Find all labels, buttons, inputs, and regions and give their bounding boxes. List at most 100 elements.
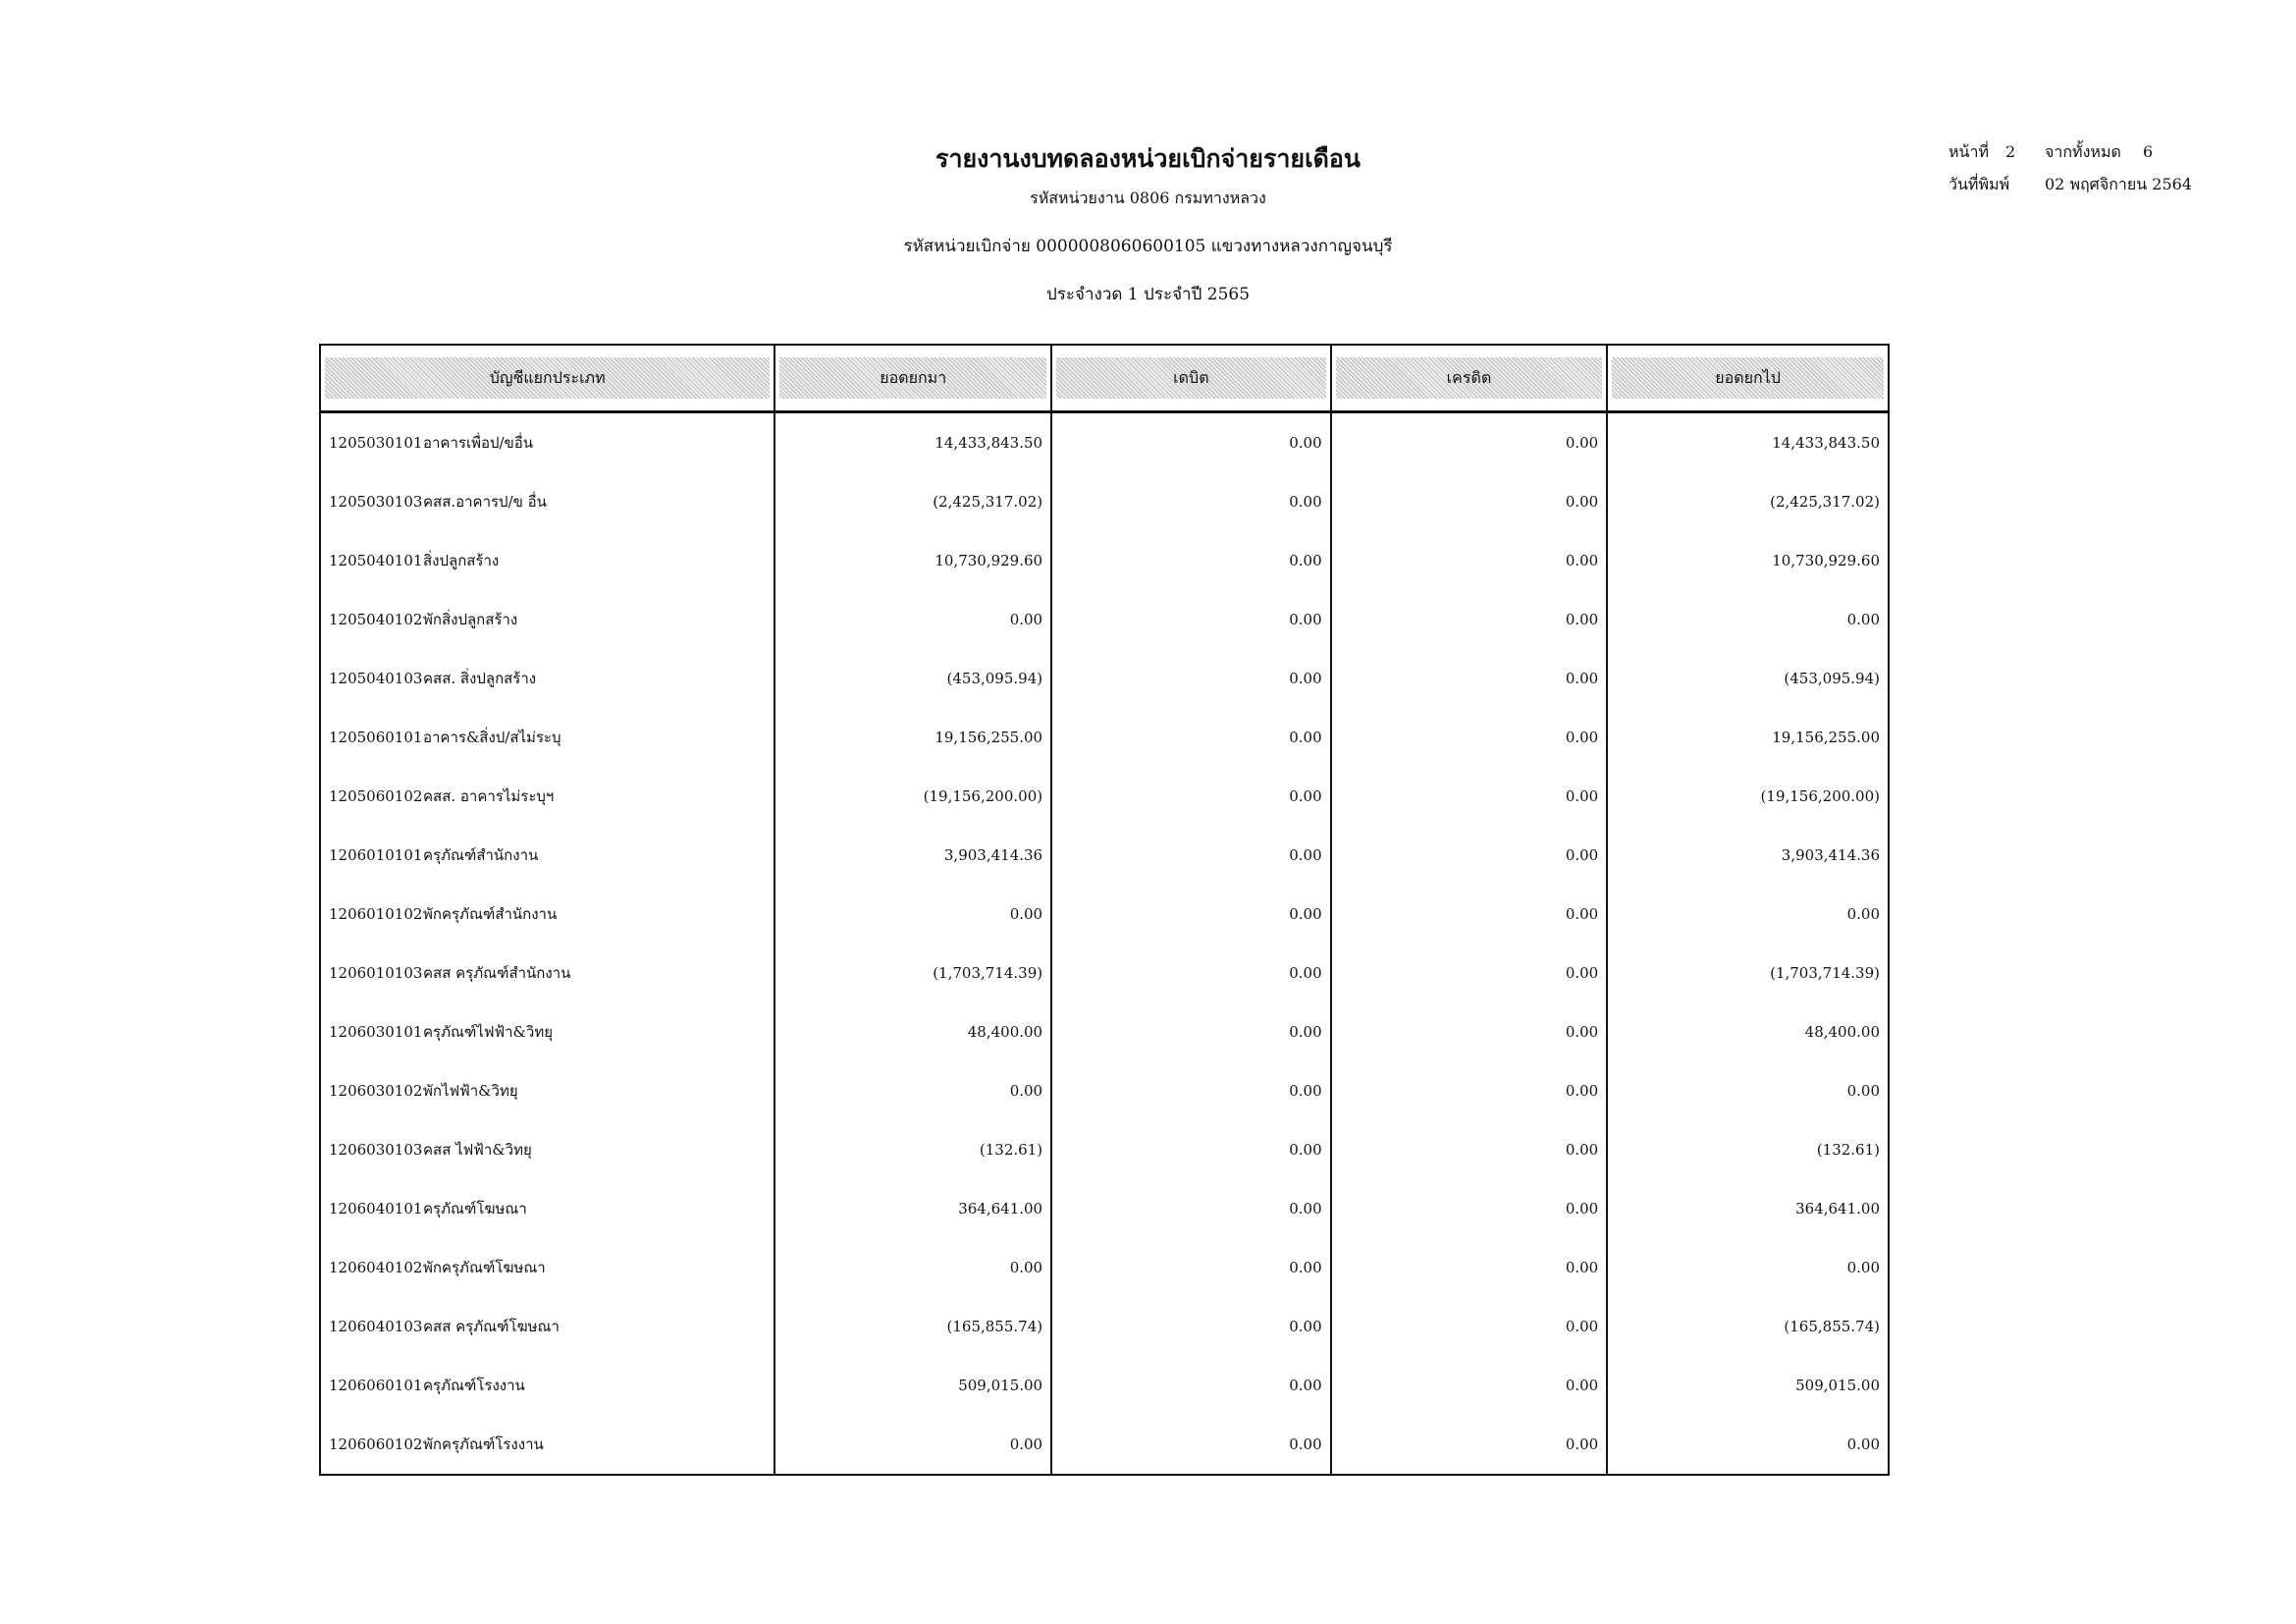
debit: 0.00 (1050, 531, 1332, 590)
account-cell: 1206060101ครุภัณฑ์โรงงาน (318, 1356, 776, 1415)
column-header: ยอดยกไป (1606, 344, 1890, 413)
carried-forward: (1,703,714.39) (1606, 944, 1890, 1002)
brought-forward: 0.00 (774, 590, 1053, 649)
account-cell: 1206040103คสส ครุภัณฑ์โฆษณา (318, 1297, 776, 1356)
carried-forward: (165,855.74) (1606, 1297, 1890, 1356)
debit: 0.00 (1050, 1179, 1332, 1238)
account-name: อาคาร&สิ่งป/สไม่ระบุ (423, 729, 561, 746)
brought-forward: (19,156,200.00) (774, 767, 1053, 826)
account-code: 1205030103 (329, 493, 423, 511)
account-cell: 1205030103คสส.อาคารป/ข อื่น (318, 472, 776, 531)
table-row: 1206010103คสส ครุภัณฑ์สำนักงาน (1,703,71… (318, 944, 1890, 1002)
debit: 0.00 (1050, 1356, 1332, 1415)
credit: 0.00 (1329, 472, 1609, 531)
account-name: คสส ครุภัณฑ์สำนักงาน (423, 964, 571, 982)
account-cell: 1206040101ครุภัณฑ์โฆษณา (318, 1179, 776, 1238)
carried-forward: (19,156,200.00) (1606, 767, 1890, 826)
total-pages: 6 (2143, 142, 2154, 161)
credit: 0.00 (1329, 590, 1609, 649)
carried-forward: 0.00 (1606, 590, 1890, 649)
account-name: อาคารเพื่อป/ขอื่น (423, 434, 534, 452)
carried-forward: 0.00 (1606, 885, 1890, 944)
credit: 0.00 (1329, 1297, 1609, 1356)
account-name: คสส ไฟฟ้า&วิทยุ (423, 1141, 532, 1159)
carried-forward: 19,156,255.00 (1606, 708, 1890, 767)
carried-forward: 509,015.00 (1606, 1356, 1890, 1415)
account-name: คสส. อาคารไม่ระบุฯ (423, 787, 555, 805)
debit: 0.00 (1050, 885, 1332, 944)
carried-forward: 364,641.00 (1606, 1179, 1890, 1238)
account-name: คสส. สิ่งปลูกสร้าง (423, 670, 537, 687)
debit: 0.00 (1050, 767, 1332, 826)
debit: 0.00 (1050, 411, 1332, 472)
page-meta: หน้าที่ 2 จากทั้งหมด 6 วันที่พิมพ์ 02 พฤศจิก… (1949, 135, 2192, 200)
brought-forward: 509,015.00 (774, 1356, 1053, 1415)
debit: 0.00 (1050, 1120, 1332, 1179)
account-name: พักครุภัณฑ์โรงงาน (423, 1435, 544, 1453)
account-cell: 1205060102คสส. อาคารไม่ระบุฯ (318, 767, 776, 826)
table-row: 1206010101ครุภัณฑ์สำนักงาน 3,903,414.36 … (318, 826, 1890, 885)
table-row: 1206040102พักครุภัณฑ์โฆษณา 0.00 0.00 0.0… (318, 1238, 1890, 1297)
account-cell: 1205040102พักสิ่งปลูกสร้าง (318, 590, 776, 649)
account-code: 1206010102 (329, 905, 423, 923)
carried-forward: 0.00 (1606, 1238, 1890, 1297)
table-row: 1205060102คสส. อาคารไม่ระบุฯ (19,156,200… (318, 767, 1890, 826)
account-name: พักไฟฟ้า&วิทยุ (423, 1082, 518, 1100)
account-code: 1206010103 (329, 964, 423, 982)
debit: 0.00 (1050, 944, 1332, 1002)
credit: 0.00 (1329, 708, 1609, 767)
account-cell: 1205040101สิ่งปลูกสร้าง (318, 531, 776, 590)
credit: 0.00 (1329, 767, 1609, 826)
account-name: ครุภัณฑ์โฆษณา (423, 1200, 527, 1218)
page-label: หน้าที่ (1949, 142, 1990, 161)
table-row: 1206040101ครุภัณฑ์โฆษณา 364,641.00 0.00 … (318, 1179, 1890, 1238)
account-cell: 1206010102พักครุภัณฑ์สำนักงาน (318, 885, 776, 944)
account-code: 1205040102 (329, 611, 423, 628)
account-name: พักครุภัณฑ์สำนักงาน (423, 905, 558, 923)
brought-forward: (132.61) (774, 1120, 1053, 1179)
carried-forward: (453,095.94) (1606, 649, 1890, 708)
account-name: พักสิ่งปลูกสร้าง (423, 611, 518, 628)
brought-forward: 48,400.00 (774, 1002, 1053, 1061)
credit: 0.00 (1329, 1356, 1609, 1415)
debit: 0.00 (1050, 708, 1332, 767)
credit: 0.00 (1329, 1002, 1609, 1061)
brought-forward: 3,903,414.36 (774, 826, 1053, 885)
account-code: 1206060102 (329, 1435, 423, 1453)
debit: 0.00 (1050, 590, 1332, 649)
debit: 0.00 (1050, 472, 1332, 531)
account-name: ครุภัณฑ์สำนักงาน (423, 846, 539, 864)
account-code: 1206010101 (329, 846, 423, 864)
column-header: บัญชีแยกประเภท (318, 344, 776, 413)
account-name: คสส ครุภัณฑ์โฆษณา (423, 1318, 560, 1335)
account-code: 1206030102 (329, 1082, 423, 1100)
carried-forward: 3,903,414.36 (1606, 826, 1890, 885)
credit: 0.00 (1329, 1238, 1609, 1297)
brought-forward: 19,156,255.00 (774, 708, 1053, 767)
carried-forward: 14,433,843.50 (1606, 411, 1890, 472)
column-header: เครดิต (1329, 344, 1609, 413)
table-row: 1205040101สิ่งปลูกสร้าง 10,730,929.60 0.… (318, 531, 1890, 590)
carried-forward: 0.00 (1606, 1061, 1890, 1120)
account-code: 1206060101 (329, 1377, 423, 1394)
table-row: 1205030103คสส.อาคารป/ข อื่น (2,425,317.0… (318, 472, 1890, 531)
account-code: 1206040101 (329, 1200, 423, 1218)
account-cell: 1206010103คสส ครุภัณฑ์สำนักงาน (318, 944, 776, 1002)
account-name: ครุภัณฑ์ไฟฟ้า&วิทยุ (423, 1023, 554, 1041)
debit: 0.00 (1050, 649, 1332, 708)
brought-forward: 10,730,929.60 (774, 531, 1053, 590)
credit: 0.00 (1329, 531, 1609, 590)
debit: 0.00 (1050, 1002, 1332, 1061)
account-cell: 1205030101อาคารเพื่อป/ขอื่น (318, 411, 776, 472)
table-row: 1205030101อาคารเพื่อป/ขอื่น 14,433,843.5… (318, 411, 1890, 472)
account-code: 1206030101 (329, 1023, 423, 1041)
disbursing-unit: รหัสหน่วยเบิกจ่าย 0000008060600105 แขวงท… (903, 237, 1393, 256)
debit: 0.00 (1050, 826, 1332, 885)
table-row: 1206010102พักครุภัณฑ์สำนักงาน 0.00 0.00 … (318, 885, 1890, 944)
brought-forward: (165,855.74) (774, 1297, 1053, 1356)
carried-forward: (2,425,317.02) (1606, 472, 1890, 531)
account-cell: 1206060102พักครุภัณฑ์โรงงาน (318, 1415, 776, 1476)
column-header: เดบิต (1050, 344, 1332, 413)
account-name: พักครุภัณฑ์โฆษณา (423, 1259, 546, 1276)
